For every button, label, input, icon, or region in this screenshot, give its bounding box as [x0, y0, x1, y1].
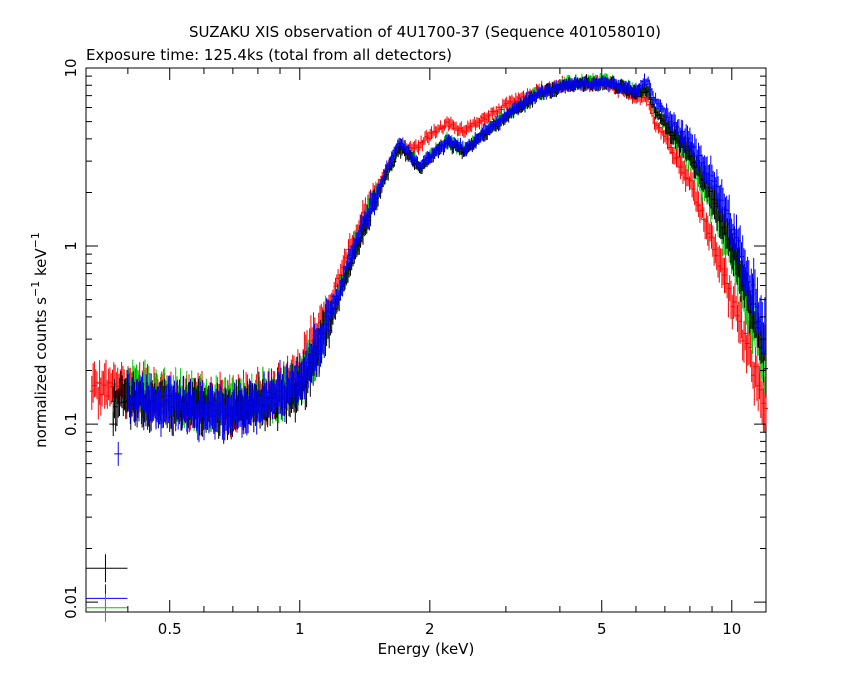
x-tick-label-3: 5: [597, 620, 607, 638]
chart-title: SUZAKU XIS observation of 4U1700-37 (Seq…: [189, 23, 661, 41]
corner-marker-0: [85, 554, 128, 583]
y-tick-label-1: 0.1: [62, 412, 80, 436]
x-tick-label-1: 1: [295, 620, 305, 638]
x-tick-label-2: 2: [425, 620, 435, 638]
isolated-point-0: [109, 412, 118, 437]
tick-marks: [86, 67, 766, 612]
series-3: [125, 73, 766, 443]
series-3-errorbars: [125, 73, 766, 443]
y-tick-label-2: 1: [62, 241, 80, 251]
corner-marker-2: [85, 593, 128, 622]
y-axis-label-sup2: −1: [29, 232, 42, 248]
y-axis-label-main: normalized counts s: [32, 297, 50, 448]
x-tick-label-0: 0.5: [158, 620, 182, 638]
axis-ticks: 0.5 1 2 5 10 0.01 0.1 1 10: [62, 58, 766, 638]
y-tick-label-0: 0.01: [62, 585, 80, 618]
y-axis-label-mid: keV: [32, 248, 50, 281]
chart-subtitle: Exposure time: 125.4ks (total from all d…: [86, 46, 452, 64]
x-axis-label: Energy (keV): [378, 640, 475, 658]
data-layer: [85, 72, 768, 622]
y-tick-label-3: 10: [62, 58, 80, 77]
x-tick-label-4: 10: [722, 620, 741, 638]
y-axis-label-group: normalized counts s−1 keV−1: [29, 232, 50, 448]
plot-frame: [85, 67, 767, 613]
isolated-point-1: [114, 441, 123, 466]
y-axis-label-sup1: −1: [29, 281, 42, 297]
y-axis-label: normalized counts s−1 keV−1: [29, 232, 50, 448]
